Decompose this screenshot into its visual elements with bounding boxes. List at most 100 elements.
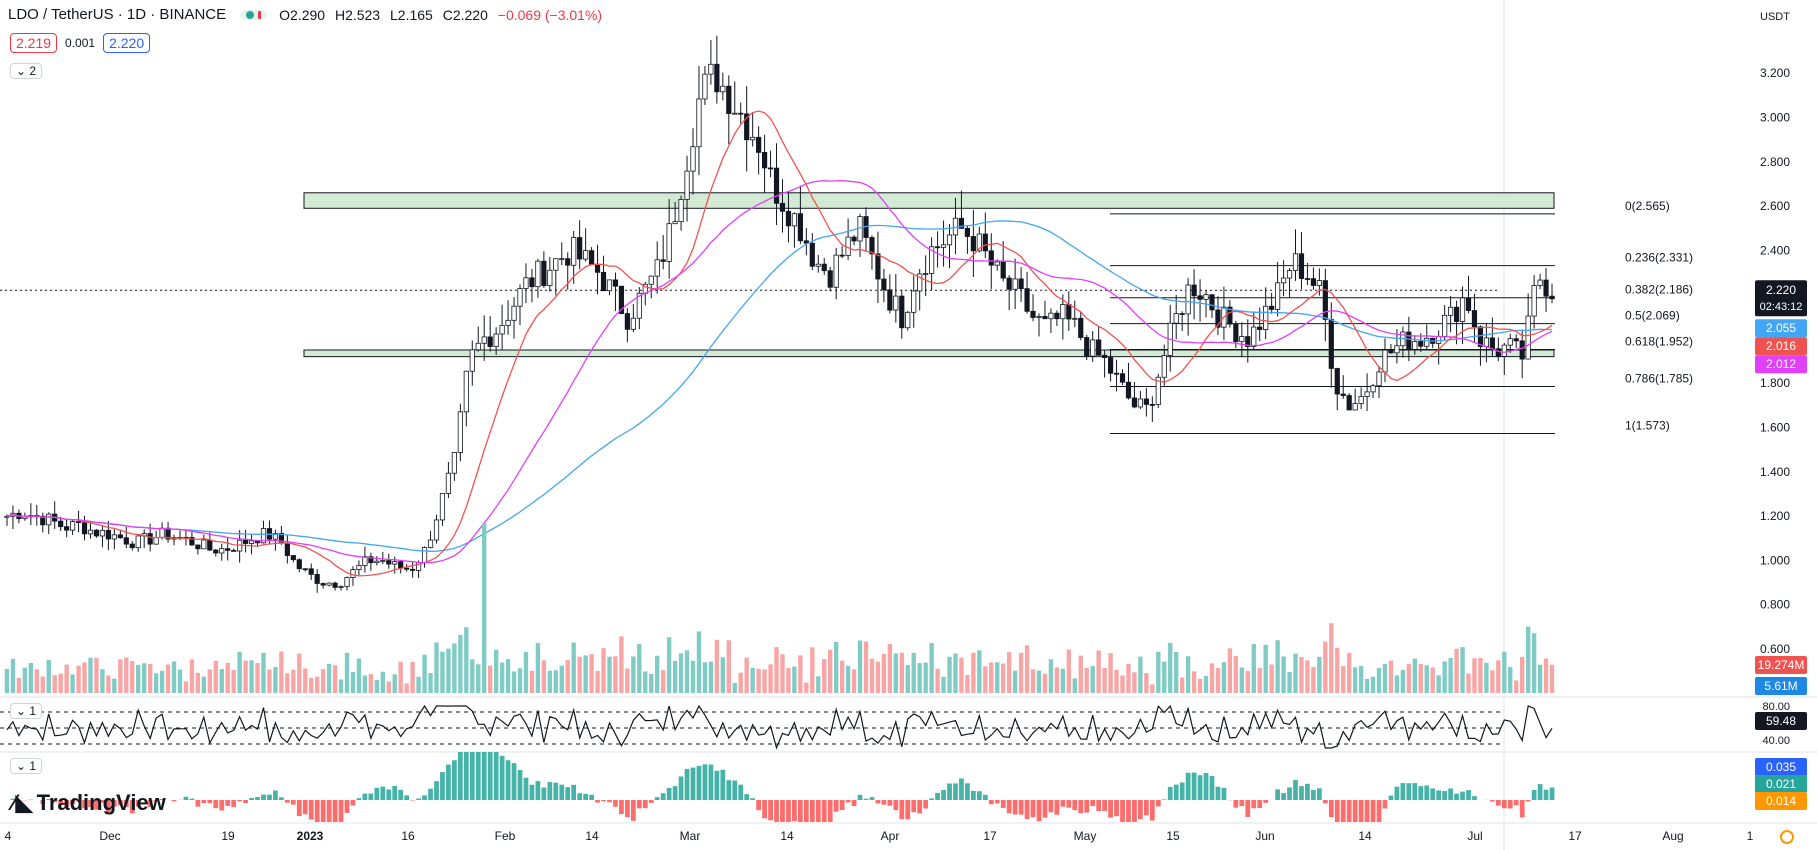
volume-bar [350, 671, 356, 693]
macd-bar [547, 782, 553, 800]
ma-value-tag-bg [1755, 337, 1807, 356]
macd-bar [923, 800, 929, 809]
volume-bar [147, 664, 153, 693]
volume-bar [1472, 658, 1477, 693]
macd-bar [905, 800, 911, 820]
volume-bar [1269, 664, 1274, 693]
macd-bar [792, 800, 797, 822]
rsi-collapse-button[interactable]: ⌄ 1 [10, 703, 43, 719]
volume-bar [619, 636, 624, 693]
time-axis-label: Dec [99, 829, 120, 843]
macd-bar [583, 793, 589, 800]
volume-bar [541, 660, 547, 693]
macd-bar [356, 798, 362, 800]
candle-body [320, 583, 326, 586]
macd-bar [1305, 783, 1310, 800]
macd-bar [1311, 789, 1316, 800]
macd-bar [732, 780, 738, 800]
macd-bar [1018, 800, 1024, 815]
candle-body [594, 263, 601, 273]
candle-body [404, 567, 410, 570]
volume-bar [517, 668, 523, 693]
macd-bar [1400, 783, 1406, 800]
candle-body [654, 259, 660, 277]
macd-bar [815, 800, 821, 822]
macd-bar [422, 795, 427, 800]
candle-body [624, 313, 630, 330]
candle-body [1113, 372, 1120, 375]
fib-level-label: 0.382(2.186) [1625, 283, 1693, 297]
candle-body [833, 254, 839, 288]
volume-bar [559, 665, 564, 693]
macd-bar [1334, 800, 1340, 822]
macd-bar [994, 800, 1000, 804]
volume-bar [565, 660, 570, 693]
tradingview-logo[interactable]: ⁄◣ TradingView [12, 790, 166, 816]
volume-bar [40, 676, 45, 693]
candle-body [881, 278, 887, 291]
bid-button[interactable]: 2.219 [10, 33, 58, 53]
candle-body [248, 540, 255, 544]
candle-body [1477, 326, 1484, 347]
macd-bar [1358, 800, 1364, 822]
symbol-title[interactable]: LDO / TetherUS · 1D · BINANCE [8, 6, 227, 23]
candle-body [1513, 338, 1519, 342]
macd-bar [1549, 787, 1555, 800]
volume-bar [726, 640, 731, 693]
candle-body [917, 273, 923, 292]
volume-bar [553, 670, 558, 693]
macd-bar [839, 800, 845, 811]
macd-bar [887, 800, 893, 806]
volume-bar [505, 659, 511, 693]
macd-bar [774, 800, 779, 822]
macd-bar [404, 795, 410, 800]
volume-bar [953, 653, 958, 693]
time-axis-label: 16 [401, 829, 415, 843]
volume-bar [571, 642, 576, 693]
volume-bar [225, 662, 230, 693]
candle-body [1191, 284, 1197, 297]
candle-body [314, 574, 320, 584]
macd-bar [863, 798, 869, 800]
volume-bar [320, 669, 326, 693]
volume-bar [1293, 653, 1298, 693]
candle-body [105, 529, 111, 540]
candle-body [839, 254, 845, 257]
macd-bar [279, 797, 284, 800]
ask-button[interactable]: 2.220 [103, 33, 151, 53]
macd-bar [1513, 800, 1519, 806]
macd-bar [1072, 800, 1078, 811]
volume-bar [690, 660, 696, 693]
fib-level-label: 1(1.573) [1625, 418, 1670, 432]
candle-body [123, 537, 129, 545]
macd-bar [607, 800, 612, 803]
volume-bar [1251, 643, 1256, 693]
macd-bar [296, 800, 302, 817]
macd-collapse-button[interactable]: ⌄ 1 [10, 758, 43, 774]
time-axis-label: Apr [881, 829, 900, 843]
candle-body [1346, 395, 1352, 411]
volume-bar [708, 661, 714, 693]
candle-body [1471, 310, 1478, 328]
rsi-axis-label: 40.00 [1762, 735, 1790, 747]
macd-bar [428, 788, 433, 800]
macd-bar [207, 800, 213, 804]
time-axis-label: Aug [1662, 829, 1683, 843]
market-status-indicator[interactable] [240, 9, 268, 20]
volume-bar [965, 674, 970, 693]
candle-body [970, 236, 976, 252]
candle-body [964, 227, 971, 237]
candle-body [577, 237, 583, 260]
candle-body [1072, 317, 1078, 320]
macd-bar [601, 800, 606, 802]
macd-bar [648, 800, 654, 803]
macd-bar [1287, 787, 1292, 800]
macd-histogram [10, 752, 1555, 822]
indicators-collapse-button[interactable]: ⌄ 2 [10, 63, 43, 79]
volume-bar [1436, 675, 1441, 693]
candle-body [463, 370, 469, 413]
macd-bar [147, 800, 153, 808]
candle-body [487, 336, 493, 347]
volume-bar [1263, 644, 1268, 693]
